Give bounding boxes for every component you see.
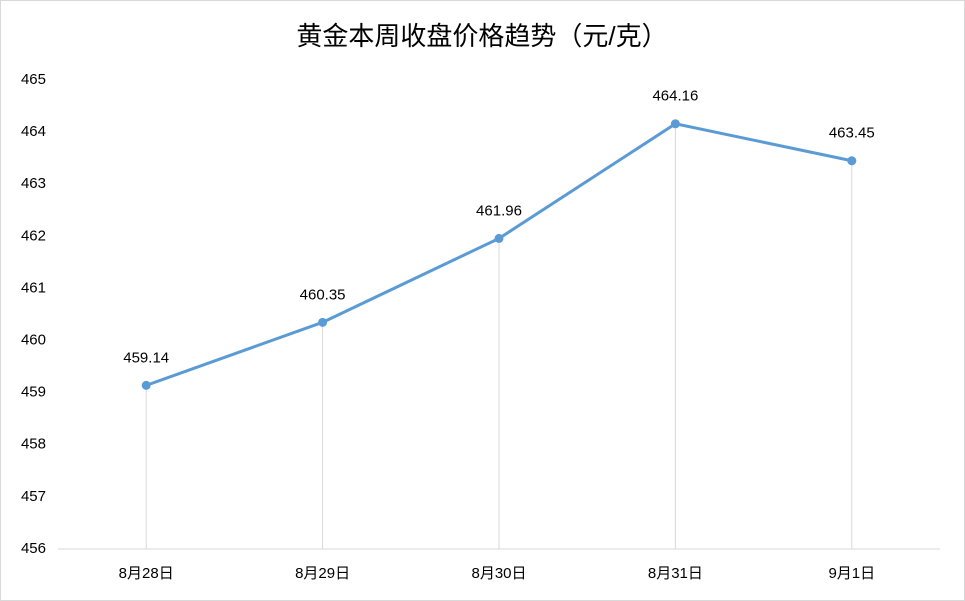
y-tick-label: 463 [21,175,46,192]
x-tick-label: 9月1日 [828,565,875,582]
x-tick-label: 8月28日 [119,565,174,582]
y-tick-label: 460 [21,332,46,349]
y-tick-label: 464 [21,123,46,140]
point [494,233,504,243]
x-tick-label: 8月30日 [471,565,526,582]
point [670,119,680,129]
y-tick-label: 462 [21,227,46,244]
y-tick-label: 459 [21,384,46,401]
point [847,156,857,166]
point [318,317,328,327]
data-label: 463.45 [829,125,875,142]
data-label: 464.16 [652,88,698,105]
y-tick-label: 457 [21,488,46,505]
y-tick-label: 461 [21,279,46,296]
y-tick-label: 458 [21,436,46,453]
x-tick-label: 8月31日 [648,565,703,582]
y-tick-label: 465 [21,71,46,88]
x-tick-label: 8月29日 [295,565,350,582]
data-label: 461.96 [476,202,522,219]
point [141,380,151,390]
data-label: 460.35 [300,286,346,303]
chart-title: 黄金本周收盘价格趋势（元/克） [296,21,667,51]
data-label: 459.14 [123,349,169,366]
y-tick-label: 456 [21,540,46,557]
